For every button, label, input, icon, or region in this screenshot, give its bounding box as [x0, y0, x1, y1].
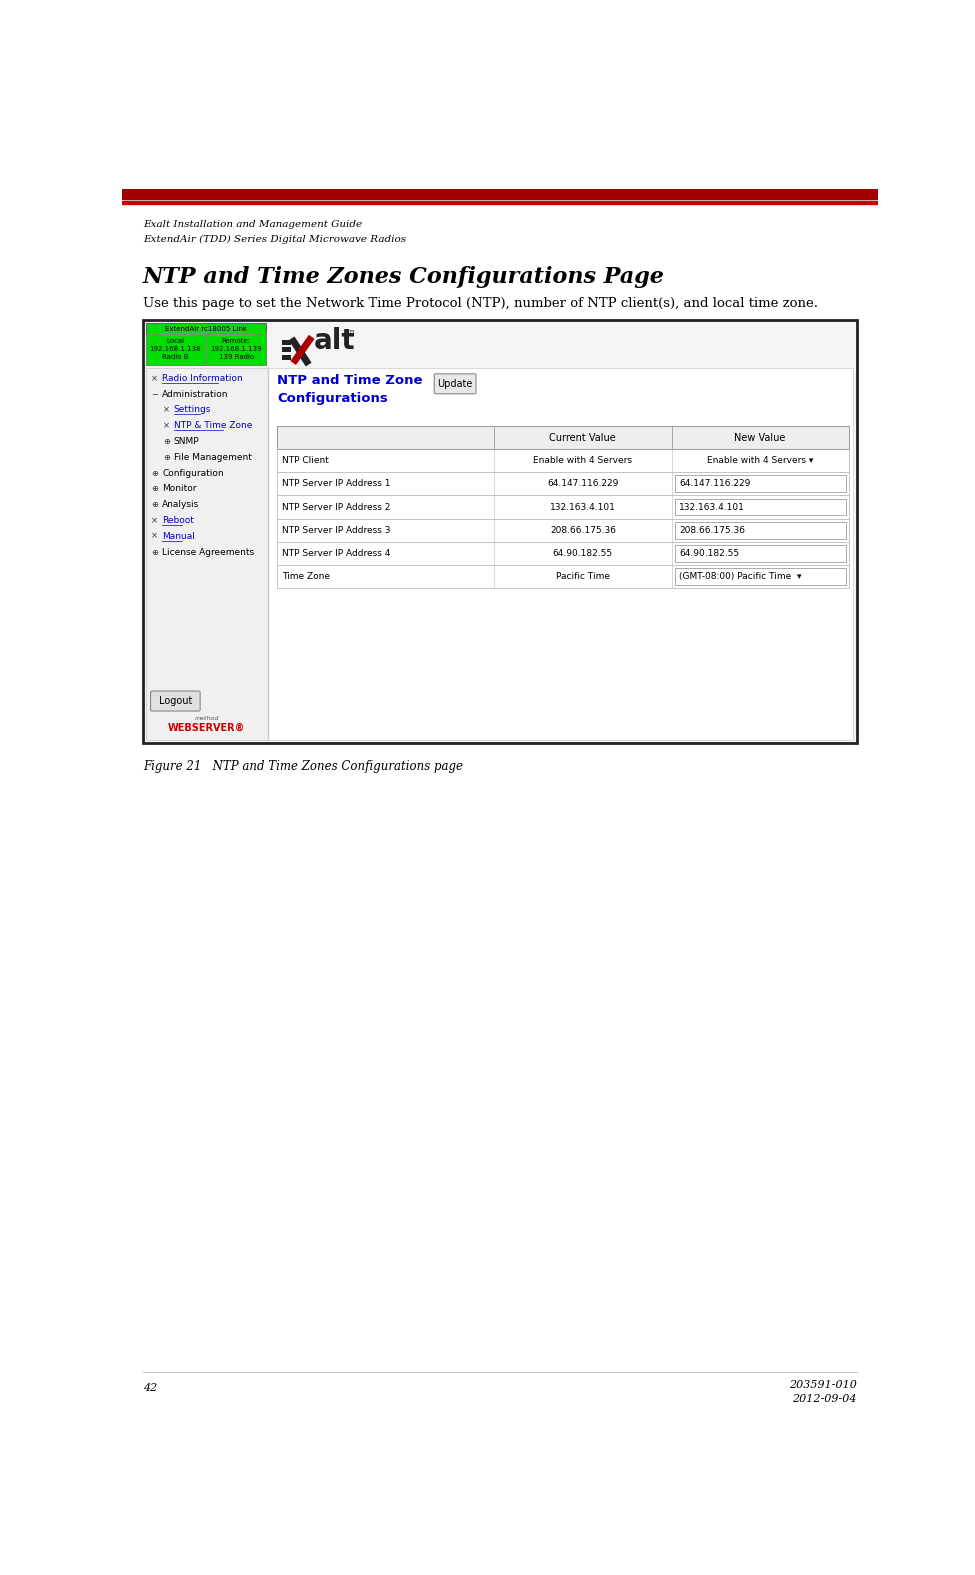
Text: Reboot: Reboot: [162, 517, 194, 524]
Text: ExtendAir (TDD) Series Digital Microwave Radios: ExtendAir (TDD) Series Digital Microwave…: [142, 235, 406, 244]
Text: (GMT-08:00) Pacific Time  ▾: (GMT-08:00) Pacific Time ▾: [680, 572, 801, 581]
Bar: [283, 354, 291, 361]
Text: Radio Information: Radio Information: [162, 373, 243, 383]
Text: ×: ×: [163, 421, 170, 430]
Text: ExtendAir rc18005 Link: ExtendAir rc18005 Link: [165, 326, 247, 332]
Text: Figure 21   NTP and Time Zones Configurations page: Figure 21 NTP and Time Zones Configurati…: [142, 761, 463, 773]
Text: Remote:
192.168.1.139
139 Radio: Remote: 192.168.1.139 139 Radio: [211, 339, 262, 361]
Bar: [675, 476, 845, 493]
Text: Enable with 4 Servers ▾: Enable with 4 Servers ▾: [707, 457, 813, 465]
Text: ⊕: ⊕: [151, 548, 158, 556]
Text: Enable with 4 Servers: Enable with 4 Servers: [533, 457, 633, 465]
Text: Logout: Logout: [159, 696, 192, 706]
Bar: [675, 569, 845, 584]
Text: 208.66.175.36: 208.66.175.36: [550, 526, 616, 534]
Bar: [675, 499, 845, 515]
Bar: [277, 427, 849, 449]
Bar: [207, 334, 266, 364]
Text: Manual: Manual: [162, 532, 195, 540]
Text: NTP and Time Zones Configurations Page: NTP and Time Zones Configurations Page: [142, 266, 665, 288]
Text: NTP Server IP Address 1: NTP Server IP Address 1: [283, 479, 391, 488]
Bar: [675, 545, 845, 562]
Bar: [283, 346, 291, 353]
Text: NTP and Time Zone
Configurations: NTP and Time Zone Configurations: [277, 373, 422, 405]
Text: ×: ×: [151, 517, 158, 524]
Text: Exalt Installation and Management Guide: Exalt Installation and Management Guide: [142, 221, 362, 228]
Bar: [122, 189, 878, 198]
Text: NTP Server IP Address 4: NTP Server IP Address 4: [283, 548, 391, 558]
Text: Use this page to set the Network Time Protocol (NTP), number of NTP client(s), a: Use this page to set the Network Time Pr…: [142, 296, 818, 310]
Text: ×: ×: [151, 373, 158, 383]
Text: 132.163.4.101: 132.163.4.101: [550, 502, 616, 512]
Text: 64.90.182.55: 64.90.182.55: [680, 548, 739, 558]
Text: ⊕: ⊕: [163, 436, 170, 446]
Bar: [277, 518, 849, 542]
Bar: [277, 472, 849, 496]
Bar: [146, 323, 266, 364]
Bar: [146, 367, 853, 740]
Text: 42: 42: [142, 1383, 157, 1394]
Text: ×: ×: [151, 532, 158, 540]
Bar: [283, 340, 291, 345]
Bar: [277, 449, 849, 472]
Bar: [277, 565, 849, 587]
Text: Update: Update: [438, 380, 473, 389]
Text: method: method: [195, 717, 219, 721]
Text: NTP Server IP Address 3: NTP Server IP Address 3: [283, 526, 391, 534]
Text: ⊕: ⊕: [151, 485, 158, 493]
Bar: [277, 496, 849, 518]
Text: ⊕: ⊕: [163, 454, 170, 461]
Text: 64.90.182.55: 64.90.182.55: [553, 548, 613, 558]
Bar: [142, 320, 857, 743]
Text: New Value: New Value: [734, 433, 786, 443]
Text: 132.163.4.101: 132.163.4.101: [680, 502, 745, 512]
Text: Current Value: Current Value: [550, 433, 616, 443]
Text: Time Zone: Time Zone: [283, 572, 331, 581]
Text: alt: alt: [313, 328, 355, 356]
Text: License Agreements: License Agreements: [162, 548, 254, 556]
Text: −: −: [151, 389, 158, 398]
FancyBboxPatch shape: [434, 373, 476, 394]
Text: ⊕: ⊕: [151, 469, 158, 477]
Text: ⊕: ⊕: [151, 501, 158, 509]
Bar: [675, 521, 845, 539]
Text: File Management: File Management: [174, 454, 252, 461]
Bar: [277, 542, 849, 565]
Text: Pacific Time: Pacific Time: [556, 572, 610, 581]
Text: Configuration: Configuration: [162, 469, 224, 477]
Text: NTP Client: NTP Client: [283, 457, 330, 465]
Text: ™: ™: [346, 328, 356, 339]
Text: SNMP: SNMP: [174, 436, 200, 446]
Text: WEBSERVER®: WEBSERVER®: [168, 723, 246, 732]
Text: ×: ×: [163, 405, 170, 414]
Text: 208.66.175.36: 208.66.175.36: [680, 526, 745, 534]
Text: Settings: Settings: [174, 405, 212, 414]
Text: NTP & Time Zone: NTP & Time Zone: [174, 421, 253, 430]
Bar: [146, 367, 267, 740]
Text: Local
192.168.1.138
Radio B: Local 192.168.1.138 Radio B: [149, 339, 201, 361]
Text: 64.147.116.229: 64.147.116.229: [680, 479, 751, 488]
Bar: [146, 334, 204, 364]
Text: 203591-010: 203591-010: [789, 1380, 857, 1391]
Text: NTP Server IP Address 2: NTP Server IP Address 2: [283, 502, 391, 512]
Text: Analysis: Analysis: [162, 501, 200, 509]
Text: 64.147.116.229: 64.147.116.229: [547, 479, 618, 488]
Bar: [122, 200, 878, 203]
FancyBboxPatch shape: [150, 691, 200, 710]
Text: 2012-09-04: 2012-09-04: [792, 1394, 857, 1403]
Text: Monitor: Monitor: [162, 485, 197, 493]
Text: Administration: Administration: [162, 389, 229, 398]
